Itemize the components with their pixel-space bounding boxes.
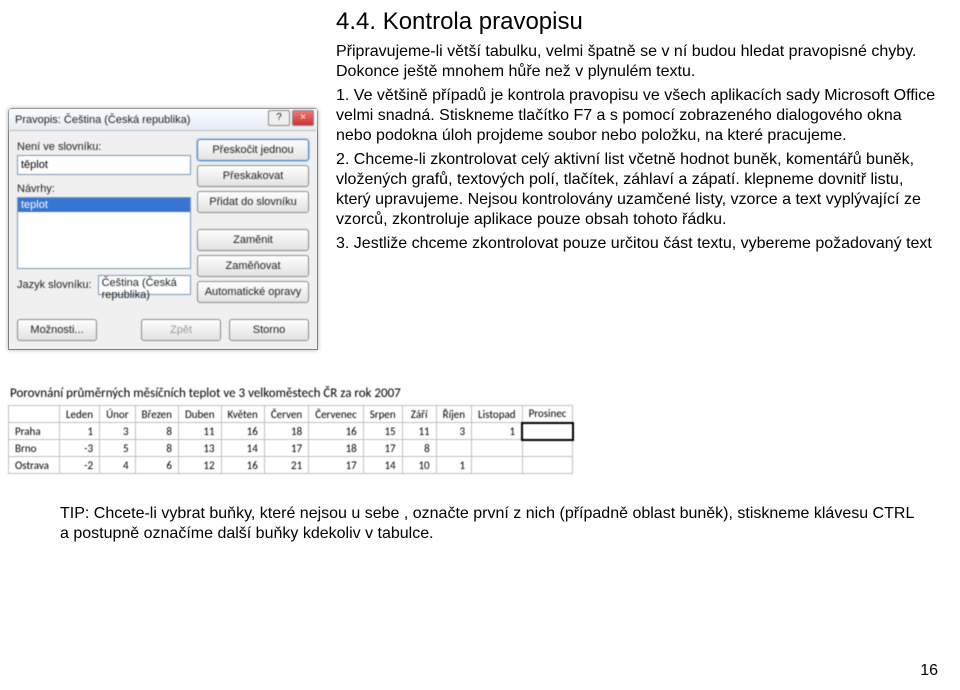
- value-cell[interactable]: 8: [135, 423, 178, 440]
- add-to-dict-button[interactable]: Přidat do slovníku: [197, 191, 309, 213]
- month-header: Srpen: [363, 406, 402, 423]
- month-header: Červenec: [309, 406, 364, 423]
- spellcheck-dialog: Pravopis: Čeština (Česká republika) ? × …: [8, 108, 318, 350]
- value-cell[interactable]: 8: [135, 440, 178, 457]
- value-cell[interactable]: [472, 457, 523, 474]
- month-header: Listopad: [472, 406, 523, 423]
- value-cell[interactable]: -2: [59, 457, 99, 474]
- value-cell[interactable]: 17: [264, 440, 308, 457]
- value-cell[interactable]: 10: [402, 457, 436, 474]
- help-icon[interactable]: ?: [268, 110, 290, 126]
- value-cell[interactable]: [522, 440, 573, 457]
- tip-paragraph: TIP: Chcete-li vybrat buňky, které nejso…: [60, 504, 920, 544]
- cancel-button[interactable]: Storno: [229, 319, 309, 341]
- suggestions-label: Návrhy:: [17, 183, 191, 195]
- table-row: Ostrava-2461216211714101: [9, 457, 573, 474]
- value-cell[interactable]: 3: [436, 423, 471, 440]
- value-cell[interactable]: [436, 440, 471, 457]
- options-button[interactable]: Možnosti...: [17, 319, 97, 341]
- table-title: Porovnání průměrných měsíčních teplot ve…: [8, 384, 548, 405]
- page-number: 16: [920, 662, 938, 680]
- month-header: Březen: [135, 406, 178, 423]
- value-cell[interactable]: 13: [178, 440, 221, 457]
- value-cell[interactable]: 5: [100, 440, 135, 457]
- temperature-table: LedenÚnorBřezenDubenKvětenČervenČervenec…: [8, 405, 574, 474]
- change-button[interactable]: Zaměnit: [197, 229, 309, 251]
- back-button: Zpět: [141, 319, 221, 341]
- change-all-button[interactable]: Zaměňovat: [197, 255, 309, 277]
- value-cell[interactable]: 11: [402, 423, 436, 440]
- value-cell[interactable]: 16: [309, 423, 364, 440]
- value-cell[interactable]: 18: [309, 440, 364, 457]
- city-cell: Ostrava: [9, 457, 60, 474]
- value-cell[interactable]: 17: [363, 440, 402, 457]
- lang-select[interactable]: Čeština (Česká republika): [98, 275, 191, 295]
- value-cell[interactable]: 17: [309, 457, 364, 474]
- value-cell[interactable]: 4: [100, 457, 135, 474]
- lang-label: Jazyk slovníku:: [17, 279, 92, 291]
- month-header: Září: [402, 406, 436, 423]
- value-cell[interactable]: 16: [221, 423, 264, 440]
- city-cell: Praha: [9, 423, 60, 440]
- value-cell[interactable]: 11: [178, 423, 221, 440]
- value-cell[interactable]: 14: [221, 440, 264, 457]
- value-cell[interactable]: -3: [59, 440, 99, 457]
- city-cell: Brno: [9, 440, 60, 457]
- month-header: Květen: [221, 406, 264, 423]
- month-header: Prosinec: [522, 406, 573, 423]
- value-cell[interactable]: [522, 423, 573, 440]
- value-cell[interactable]: 1: [436, 457, 471, 474]
- not-in-dict-label: Není ve slovníku:: [17, 141, 191, 153]
- not-in-dict-input[interactable]: [17, 155, 191, 175]
- month-header: Červen: [264, 406, 308, 423]
- close-icon[interactable]: ×: [292, 110, 314, 126]
- table-row: Praha13811161816151131: [9, 423, 573, 440]
- value-cell[interactable]: 6: [135, 457, 178, 474]
- month-header: Únor: [100, 406, 135, 423]
- step-3-para: 3. Jestliže chceme zkontrolovat pouze ur…: [336, 234, 936, 254]
- value-cell[interactable]: 18: [264, 423, 308, 440]
- table-row: Brno-35813141718178: [9, 440, 573, 457]
- dialog-titlebar: Pravopis: Čeština (Česká republika) ? ×: [9, 109, 317, 131]
- ignore-once-button[interactable]: Přeskočit jednou: [197, 139, 309, 161]
- value-cell[interactable]: 16: [221, 457, 264, 474]
- value-cell[interactable]: [472, 440, 523, 457]
- value-cell[interactable]: 3: [100, 423, 135, 440]
- step-2-para: 2. Chceme-li zkontrolovat celý aktivní l…: [336, 150, 936, 230]
- ignore-all-button[interactable]: Přeskakovat: [197, 165, 309, 187]
- month-header: Leden: [59, 406, 99, 423]
- value-cell[interactable]: 12: [178, 457, 221, 474]
- value-cell[interactable]: 1: [472, 423, 523, 440]
- autocorrect-button[interactable]: Automatické opravy: [197, 281, 309, 303]
- section-heading: 4.4. Kontrola pravopisu: [336, 8, 936, 36]
- value-cell[interactable]: 8: [402, 440, 436, 457]
- month-header: Duben: [178, 406, 221, 423]
- month-header: Říjen: [436, 406, 471, 423]
- value-cell[interactable]: 21: [264, 457, 308, 474]
- value-cell[interactable]: 15: [363, 423, 402, 440]
- step-1-para: 1. Ve většině případů je kontrola pravop…: [336, 86, 936, 146]
- value-cell[interactable]: 14: [363, 457, 402, 474]
- temperature-table-region: Porovnání průměrných měsíčních teplot ve…: [8, 384, 548, 474]
- intro-para: Připravujeme-li větší tabulku, velmi špa…: [336, 42, 936, 82]
- value-cell[interactable]: [522, 457, 573, 474]
- value-cell[interactable]: 1: [59, 423, 99, 440]
- dialog-title-text: Pravopis: Čeština (Česká republika): [15, 114, 190, 126]
- suggestions-listbox[interactable]: teplot: [17, 197, 191, 269]
- suggestion-item-selected[interactable]: teplot: [18, 198, 190, 212]
